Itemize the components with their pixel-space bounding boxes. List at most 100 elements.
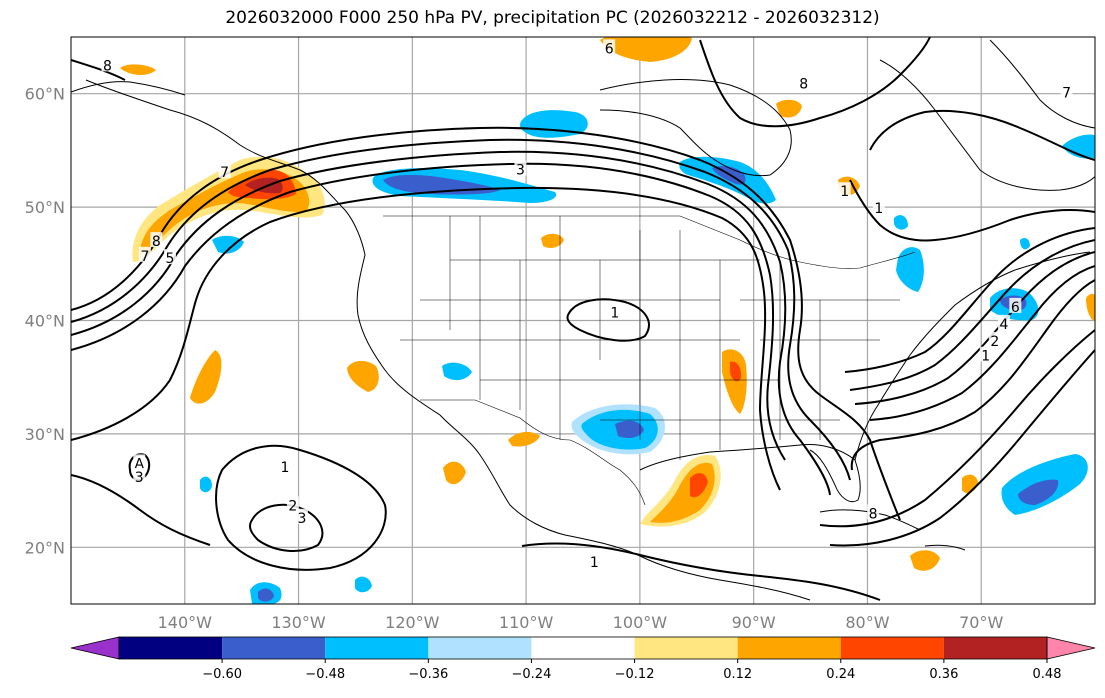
contour-label-background	[838, 182, 851, 198]
contour-label-background	[608, 303, 621, 319]
contour-label-background	[872, 199, 885, 215]
coastline-alaska	[71, 81, 186, 96]
pv-contour-label: 7	[140, 249, 149, 265]
colorbar-tick-label: −0.24	[512, 667, 552, 682]
precip-negative-region	[355, 576, 372, 593]
contour-label-background	[286, 496, 299, 512]
pv-contour-line	[71, 162, 786, 461]
coastline-cuba	[819, 509, 921, 531]
pv-contour-label: 3	[298, 511, 307, 527]
pv-contour-label: 6	[605, 41, 614, 57]
precip-positive-region	[910, 550, 940, 571]
contour-label-background	[797, 74, 810, 90]
contour-label-background	[514, 160, 527, 176]
longitude-tick-label: 110°W	[499, 613, 554, 632]
precip-positive-region	[690, 473, 708, 498]
pv-contour-label: 3	[135, 470, 144, 486]
state-borders	[400, 216, 900, 460]
precip-positive-region	[722, 349, 747, 414]
coastline-hispaniola	[924, 544, 966, 551]
pv-contour-label: 2	[990, 334, 999, 350]
pv-contours	[71, 37, 1095, 601]
precip-positive-region	[508, 431, 540, 447]
coastline-hudson	[599, 79, 792, 177]
pv-contour-label: 4	[1000, 317, 1009, 333]
longitude-tick-label: 120°W	[385, 613, 440, 632]
pv-contour-label: A	[134, 456, 144, 472]
pv-contour-line	[850, 279, 1095, 471]
precip-negative-region	[894, 215, 908, 230]
pv-contour-label: 1	[590, 555, 599, 571]
precip-positive-region	[776, 99, 802, 118]
latitude-tick-labels: 20°N 30°N 40°N 50°N 60°N	[25, 85, 65, 558]
pv-contour-label: 6	[1011, 300, 1020, 316]
pv-contour-label: 7	[1062, 86, 1071, 102]
pv-contour-line	[819, 329, 1095, 528]
pv-contour-label: 1	[840, 184, 849, 200]
contour-label-background	[997, 314, 1010, 330]
colorbar-segment	[840, 637, 944, 659]
pv-contour-line	[71, 474, 211, 546]
colorbar-tick-label: 0.36	[929, 667, 958, 682]
coastline-east	[854, 251, 1091, 461]
pv-contour-line	[249, 503, 324, 552]
colorbar-tick-label: 0.12	[723, 667, 752, 682]
contour-label-background	[867, 504, 880, 520]
colorbar-segment	[325, 637, 429, 659]
contour-label-background	[603, 39, 616, 55]
longitude-tick-labels: 140°W 130°W 120°W 110°W 100°W 90°W 80°W 70°W	[158, 613, 1004, 632]
precip-positive-region	[245, 177, 283, 194]
colorbar-extend-high	[1046, 636, 1096, 660]
border-us-mexico	[420, 399, 646, 506]
pv-contour-label: 1	[981, 349, 990, 365]
contour-label-background	[133, 454, 146, 470]
pv-contour-label: 8	[869, 506, 878, 522]
colorbar-tick-label: −0.12	[615, 667, 655, 682]
colorbar-segment	[428, 637, 532, 659]
contour-label-background	[1009, 297, 1022, 313]
pv-contour-label: 8	[799, 76, 808, 92]
contour-label-background	[138, 246, 151, 262]
precip-negative-region	[1020, 238, 1030, 250]
contour-label-background	[218, 162, 231, 178]
pv-contour-line	[71, 186, 781, 491]
pv-contour-label: 3	[516, 163, 525, 179]
contour-label-background	[588, 553, 601, 569]
precip-positive-region	[347, 360, 379, 392]
precip-negative-region	[896, 247, 924, 292]
pv-contour-label: 5	[166, 251, 175, 267]
precip-negative-region	[200, 476, 212, 493]
pv-contour-line	[71, 59, 126, 81]
precip-positive-region	[1086, 293, 1095, 322]
colorbar-segment	[943, 637, 1047, 659]
pv-contour-label: 1	[610, 306, 619, 322]
coastline-labrador	[879, 59, 1095, 191]
colorbar-segment	[531, 637, 635, 659]
colorbar-tick-label: 0.24	[826, 667, 855, 682]
contour-label-background	[101, 56, 114, 72]
longitude-tick-label: 140°W	[158, 613, 213, 632]
contour-label-background	[988, 331, 1001, 347]
pv-contour-line	[869, 265, 1095, 421]
pv-contour-label: 7	[220, 165, 229, 181]
precip-negative-region	[258, 588, 274, 602]
pv-contour-label: 1	[874, 201, 883, 217]
precip-positive-region	[120, 64, 156, 75]
contour-label-background	[150, 232, 163, 248]
colorbar-tick-label: −0.36	[408, 667, 448, 682]
pv-contour-line	[521, 542, 881, 601]
contour-label-background	[278, 457, 291, 473]
longitude-tick-label: 70°W	[959, 613, 1003, 632]
pv-contour-line	[849, 239, 1095, 391]
pv-contour-label: 2	[288, 498, 297, 514]
latitude-tick-label: 40°N	[25, 312, 65, 331]
pv-contour-line	[566, 298, 650, 342]
precip-negative-region	[1062, 134, 1095, 159]
latitude-tick-label: 20°N	[25, 538, 65, 557]
precip-positive-region	[600, 37, 692, 62]
latitude-tick-label: 50°N	[25, 198, 65, 217]
precip-negative-region	[615, 420, 644, 438]
pv-contour-line	[71, 150, 831, 496]
